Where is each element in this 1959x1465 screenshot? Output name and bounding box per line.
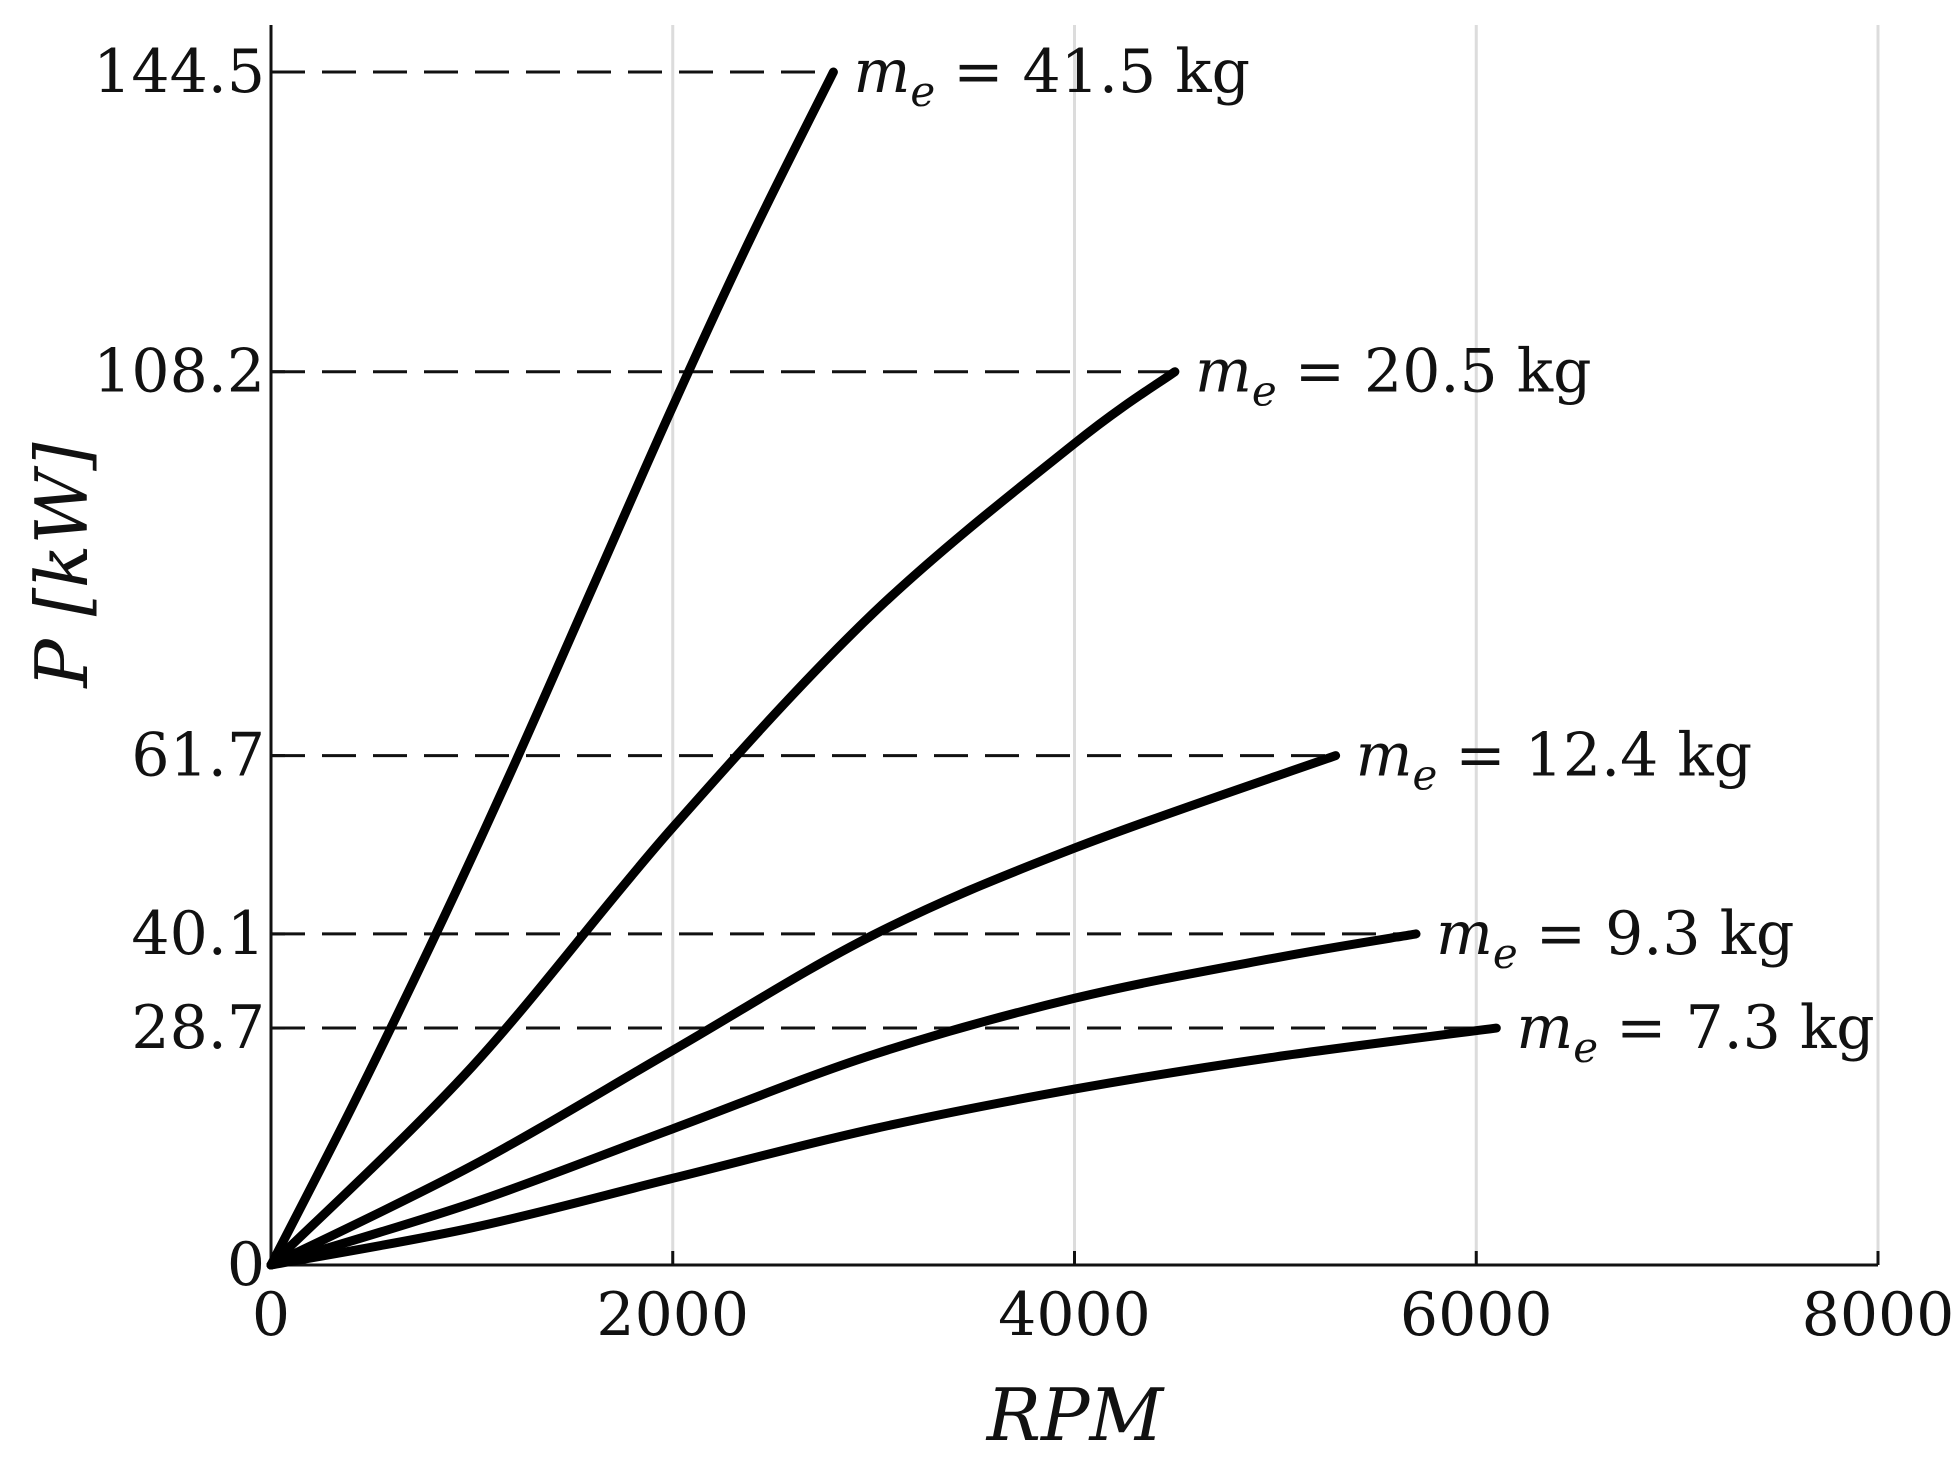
vertical-grid [671, 25, 1880, 1265]
axes [269, 25, 1880, 1267]
y-tick-label-3: 61.7 [131, 721, 265, 791]
x-tick-label-4000: 4000 [998, 1280, 1151, 1350]
curves [266, 67, 1501, 1270]
series-line-1 [266, 367, 1180, 1270]
reference-lines [271, 70, 1497, 1030]
curve-labels: me = 41.5 kg me = 20.5 kg me = 12.4 kg me = 9.3… [853, 37, 1874, 1072]
y-tick-label-1: 28.7 [131, 993, 265, 1063]
x-tick-label-6000: 6000 [1400, 1280, 1553, 1350]
series-label-0: me = 41.5 kg [853, 37, 1250, 116]
series-line-3 [266, 929, 1421, 1270]
x-tick-label-2000: 2000 [596, 1280, 749, 1350]
y-tick-label-4: 108.2 [93, 337, 265, 407]
y-tick-label-5: 144.5 [93, 37, 265, 107]
series-label-1: me = 20.5 kg [1195, 337, 1592, 416]
tick-labels: 0 2000 4000 6000 8000 0 28.7 40.1 61.7 108.2 144.5 [93, 37, 1954, 1350]
y-tick-label-2: 40.1 [131, 899, 265, 969]
x-axis-title: RPM [985, 1373, 1166, 1457]
series-label-2: me = 12.4 kg [1356, 721, 1753, 800]
series-label-3: me = 9.3 kg [1436, 899, 1794, 978]
series-line-4 [266, 1023, 1501, 1270]
x-tick-label-8000: 8000 [1802, 1280, 1955, 1350]
y-tick-label-0: 0 [227, 1230, 265, 1300]
series-label-4: me = 7.3 kg [1516, 993, 1874, 1072]
series-line-2 [266, 751, 1341, 1270]
series-line-0 [266, 67, 838, 1270]
x-tick-label-0: 0 [252, 1280, 290, 1350]
y-axis-title: P [kW] [20, 442, 104, 690]
